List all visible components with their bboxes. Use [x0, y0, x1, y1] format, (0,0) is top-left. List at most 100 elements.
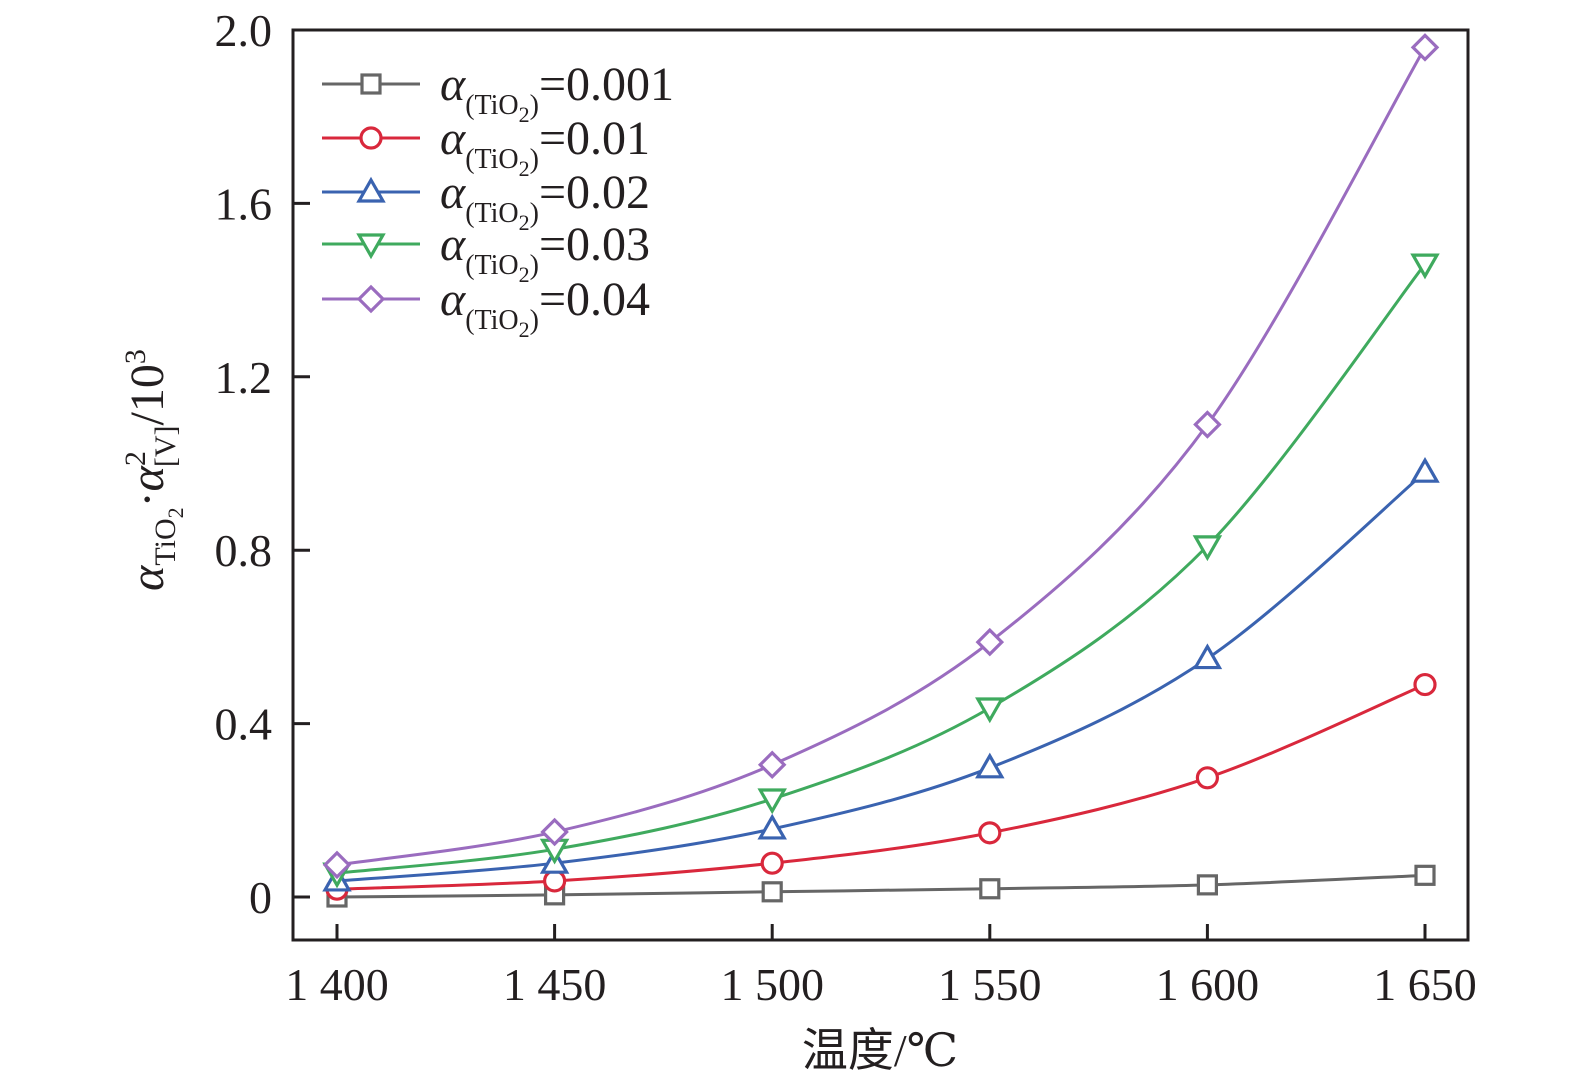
data-point-circle — [1413, 672, 1437, 697]
legend-legend-value: =0.01 — [539, 112, 650, 165]
legend-legend-sub-index: 2 — [519, 317, 530, 342]
series-line — [336, 471, 1426, 883]
data-point-triangle-down — [975, 697, 1005, 724]
legend-legend-sub-close: ) — [530, 198, 539, 229]
plot-frame — [291, 28, 1470, 942]
y-axis-title: αTiO2·α2[V]/103 — [119, 349, 188, 591]
series-line — [336, 873, 1426, 899]
data-point-diamond — [975, 627, 1005, 657]
data-point-diamond — [757, 750, 787, 780]
y-title-alpha2: α — [121, 465, 174, 491]
legend-item: α(TiO2)=0.02 — [322, 166, 650, 235]
legend-legend-base: α — [440, 166, 466, 219]
data-point-circle — [978, 821, 1002, 845]
legend-legend-value: =0.03 — [539, 218, 650, 271]
y-tick-label: 2.0 — [215, 5, 273, 56]
legend-legend-sub-index: 2 — [519, 262, 530, 287]
y-title-dot: · — [121, 491, 174, 507]
series-circle — [325, 672, 1437, 901]
legend-legend-base: α — [440, 273, 466, 326]
data-point-triangle-up — [1192, 643, 1223, 670]
data-point-triangle-down — [1410, 253, 1440, 280]
y-tick-label: 0.8 — [215, 525, 273, 576]
data-point-triangle-down — [1192, 535, 1223, 562]
legend-label: α(TiO2)=0.001 — [440, 58, 674, 127]
y-title-sub1: TiO — [149, 518, 182, 565]
series-layer — [322, 33, 1440, 908]
data-point-diamond — [1410, 33, 1440, 62]
axes-layer — [291, 28, 1470, 942]
legend-legend-sub: (TiO — [465, 250, 518, 281]
data-point-triangle-up — [757, 813, 787, 840]
legend-legend-value: =0.04 — [539, 273, 650, 326]
legend-item: α(TiO2)=0.01 — [322, 112, 650, 181]
y-title-suffix-sup: 3 — [119, 349, 152, 364]
y-title-suffix: /10 — [121, 364, 174, 425]
y-title-sub1-index: 2 — [163, 507, 188, 518]
legend: α(TiO2)=0.001α(TiO2)=0.01α(TiO2)=0.02α(T… — [322, 58, 674, 342]
data-point-circle — [1195, 766, 1220, 790]
data-point-circle — [542, 869, 567, 893]
y-axis: 0 0.4 0.8 1.2 1.6 2.0 — [215, 5, 310, 923]
x-tick-label: 1 600 — [1156, 959, 1260, 1010]
legend-legend-value: =0.02 — [539, 166, 650, 219]
legend-legend-sub: (TiO — [465, 305, 518, 336]
series-line — [336, 263, 1427, 875]
x-tick-label: 1 500 — [720, 959, 824, 1010]
data-point-triangle-up — [1410, 456, 1440, 483]
legend-marker-circle — [359, 126, 383, 150]
legend-legend-sub: (TiO — [465, 198, 518, 229]
y-title-sup2: 2 — [119, 451, 152, 466]
legend-legend-value: =0.001 — [539, 58, 674, 111]
y-tick-label: 1.2 — [215, 352, 273, 403]
data-point-circle — [760, 851, 784, 875]
legend-legend-sub-index: 2 — [519, 210, 530, 235]
legend-legend-sub: (TiO — [465, 144, 518, 175]
series-triangle-up — [322, 456, 1440, 892]
series-line — [336, 683, 1426, 891]
series-square — [326, 864, 1436, 908]
data-point-triangle-down — [757, 788, 787, 815]
legend-legend-sub-close: ) — [530, 250, 539, 281]
legend-legend-base: α — [440, 218, 466, 271]
data-point-diamond — [540, 817, 569, 847]
series-diamond — [322, 33, 1440, 880]
data-point-triangle-up — [975, 752, 1005, 779]
x-axis-title: 温度/℃ — [802, 1025, 958, 1076]
data-point-square — [1414, 864, 1436, 886]
y-tick-label: 0.4 — [215, 699, 273, 750]
legend-item: α(TiO2)=0.04 — [322, 273, 650, 342]
legend-legend-base: α — [440, 112, 466, 165]
legend-legend-sub-close: ) — [530, 305, 539, 336]
data-point-square — [761, 881, 783, 903]
legend-legend-sub: (TiO — [465, 90, 518, 121]
legend-marker-square — [360, 73, 382, 95]
legend-legend-sub-close: ) — [530, 144, 539, 175]
series-triangle-down — [322, 253, 1440, 889]
y-title-sub2: [V] — [149, 426, 182, 468]
data-point-diamond — [1193, 410, 1222, 439]
legend-legend-base: α — [440, 58, 466, 111]
legend-marker-triangle-down — [356, 233, 386, 260]
legend-label: α(TiO2)=0.01 — [440, 112, 650, 181]
legend-label: α(TiO2)=0.04 — [440, 273, 650, 342]
x-tick-label: 1 550 — [938, 959, 1042, 1010]
x-axis: 1 400 1 450 1 500 1 550 1 600 1 650 — [285, 924, 1477, 1010]
y-tick-label: 0 — [249, 872, 272, 923]
y-tick-label: 1.6 — [215, 178, 273, 229]
legend-item: α(TiO2)=0.001 — [322, 58, 674, 127]
legend-marker-triangle-up — [356, 176, 386, 203]
legend-marker-diamond — [356, 284, 386, 314]
legend-legend-sub-index: 2 — [519, 102, 530, 127]
legend-label: α(TiO2)=0.03 — [440, 218, 650, 287]
x-tick-label: 1 450 — [503, 959, 607, 1010]
y-title-alpha: α — [121, 565, 174, 591]
legend-legend-sub-close: ) — [530, 90, 539, 121]
x-tick-label: 1 650 — [1373, 959, 1477, 1010]
legend-item: α(TiO2)=0.03 — [322, 218, 650, 287]
legend-label: α(TiO2)=0.02 — [440, 166, 650, 235]
data-point-square — [979, 878, 1001, 900]
data-point-diamond — [322, 850, 352, 880]
data-point-square — [1196, 874, 1219, 896]
